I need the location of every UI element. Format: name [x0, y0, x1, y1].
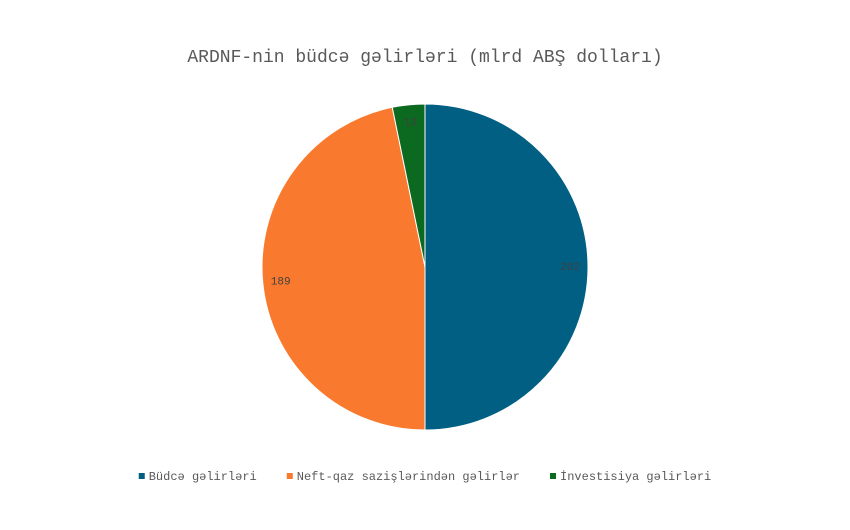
pie-slice: [261, 106, 426, 431]
legend: Büdcə gəlirləri Neft-qaz sazişlərindən gə…: [138, 469, 711, 484]
chart-title: ARDNF-nin büdcə gəlirləri (mlrd ABŞ doll…: [187, 48, 662, 68]
legend-label: İnvestisiya gəlirləri: [560, 469, 711, 484]
pie-slice: [391, 103, 426, 268]
legend-item: Neft-qaz sazişlərindən gəlirlər: [286, 470, 520, 484]
legend-swatch: [550, 473, 557, 479]
pie: 202 189 13: [261, 103, 589, 431]
legend-label: Büdcə gəlirləri: [149, 470, 257, 484]
legend-swatch: [138, 473, 145, 479]
legend-item: İnvestisiya gəlirləri: [550, 469, 711, 484]
data-label: 202: [560, 262, 580, 274]
data-label: 13: [404, 118, 417, 130]
legend-label: Neft-qaz sazişlərindən gəlirlər: [297, 470, 520, 484]
data-label: 189: [271, 277, 291, 289]
legend-swatch: [286, 473, 293, 479]
legend-item: Büdcə gəlirləri: [138, 470, 257, 484]
pie-slice: [424, 103, 589, 431]
